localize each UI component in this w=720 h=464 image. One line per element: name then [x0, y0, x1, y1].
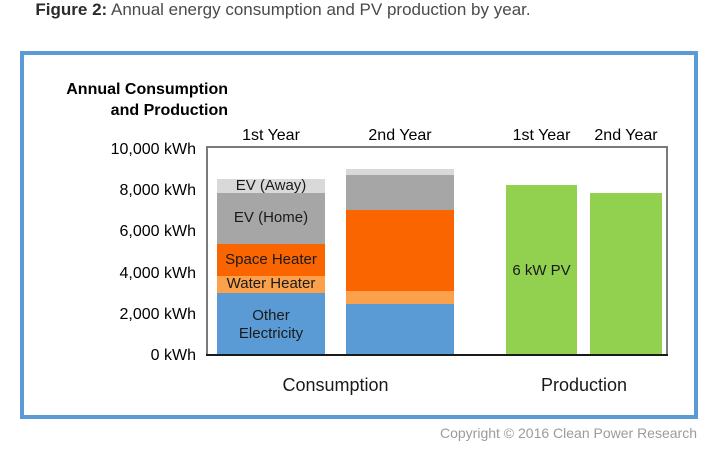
- y-tick-label-10-000-kwh: 10,000 kWh: [110, 141, 196, 158]
- year-label-production-1st-year: 1st Year: [512, 127, 571, 144]
- y-tick-label-4-000-kwh: 4,000 kWh: [119, 264, 196, 282]
- bar-production-2nd-year: [590, 193, 662, 356]
- group-label-consumption: Consumption: [282, 375, 389, 395]
- year-label-consumption-2nd-year: 2nd Year: [368, 127, 432, 144]
- segment-label: EV (Home): [233, 209, 309, 227]
- bar-consumption-1st-year: Other Electricity Water Heater Space Heater…: [217, 177, 325, 356]
- copyright-notice: Copyright © 2016 Clean Power Research: [439, 425, 697, 441]
- bar-production-1st-year: 6 kW PV: [506, 185, 577, 356]
- segment-ev-home: [346, 174, 454, 210]
- y-axis-title-line2: and Production: [110, 102, 228, 119]
- segment-label: Space Heater: [225, 250, 317, 268]
- figure-label: Figure 2:: [35, 0, 108, 19]
- y-tick-label-8-000-kwh: 8,000 kWh: [119, 182, 196, 200]
- y-tick-label-2-000-kwh: 2,000 kWh: [119, 305, 196, 323]
- segment-6-kw-pv: 6 kW PV: [506, 185, 577, 356]
- y-tick-label-0-kwh: 0 kWh: [150, 347, 196, 364]
- segment-other-electricity: [346, 304, 454, 356]
- x-axis-line: [206, 354, 668, 356]
- segment-other-electricity: Other Electricity: [217, 293, 325, 356]
- segment-space-heater: [346, 209, 454, 292]
- y-axis-title: Annual Consumption and Production: [40, 79, 228, 121]
- y-axis-title-line1: Annual Consumption: [66, 81, 228, 98]
- segment-water-heater: Water Heater: [217, 275, 325, 294]
- segment-label: Electricity: [238, 324, 304, 342]
- year-label-production-2nd-year: 2nd Year: [594, 127, 658, 144]
- segment-label: Other: [252, 306, 290, 324]
- segment-6-kw-pv: [590, 193, 662, 356]
- segment-ev-away: EV (Away): [217, 177, 325, 195]
- segment-label: 6 kW PV: [512, 261, 571, 279]
- segment-space-heater: Space Heater: [217, 243, 325, 276]
- year-label-consumption-1st-year: 1st Year: [242, 127, 300, 144]
- y-tick-label-6-000-kwh: 6,000 kWh: [119, 223, 196, 241]
- segment-ev-home: EV (Home): [217, 193, 325, 244]
- figure-title: Figure 2: Annual energy consumption and …: [0, 0, 566, 20]
- segment-water-heater: [346, 291, 454, 305]
- segment-label: EV (Away): [235, 177, 307, 195]
- group-label-production: Production: [540, 375, 628, 395]
- figure-caption: Annual energy consumption and PV product…: [107, 0, 531, 19]
- bar-consumption-2nd-year: [346, 168, 454, 356]
- segment-label: Water Heater: [226, 275, 316, 293]
- segment-ev-away: [346, 168, 454, 175]
